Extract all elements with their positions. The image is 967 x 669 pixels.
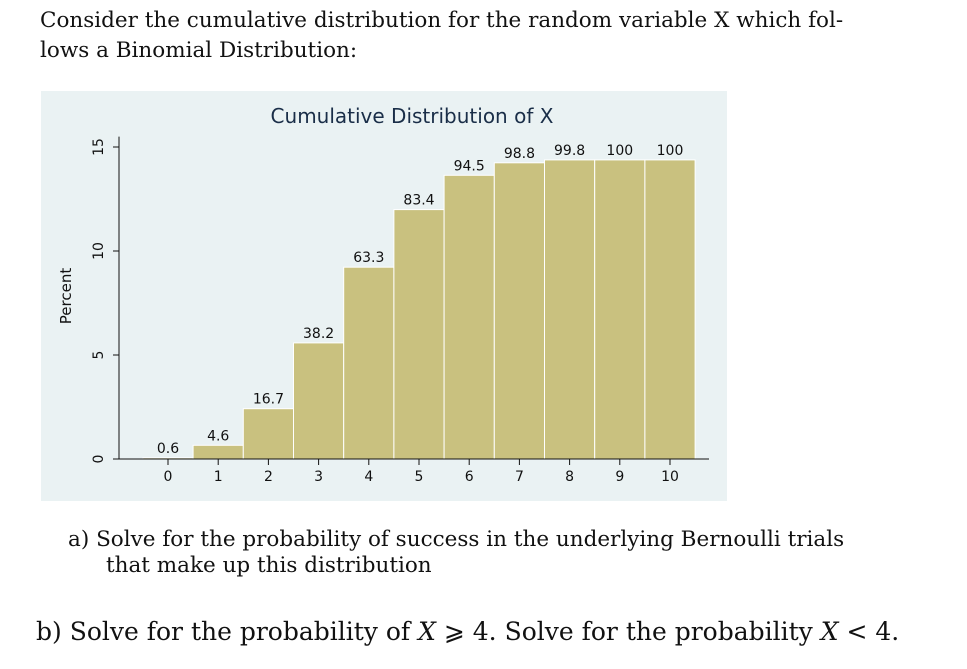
bar-9 <box>594 159 646 460</box>
value-label-10: 100 <box>657 143 684 159</box>
bar-3 <box>293 342 345 460</box>
bar-4 <box>343 266 395 460</box>
x-tick-label-10: 10 <box>661 469 679 485</box>
question-a: a) Solve for the probability of success … <box>68 527 928 579</box>
value-label-0: 0.6 <box>157 441 179 457</box>
y-tick-label-15: 15 <box>91 138 107 156</box>
intro-paragraph: Consider the cumulative distribution for… <box>40 6 940 66</box>
y-tick-label-0: 0 <box>91 455 107 464</box>
y-axis-label: Percent <box>57 268 75 325</box>
x-tick-label-9: 9 <box>615 469 624 485</box>
bar-8 <box>544 159 596 460</box>
x-tick-label-3: 3 <box>314 469 323 485</box>
value-labels-group: 0.6 4.6 16.7 38.2 63.3 83.4 94.5 98.8 99.8 100 100 <box>157 143 684 457</box>
y-axis: 0 5 10 15 <box>91 136 120 464</box>
value-label-9: 100 <box>606 143 633 159</box>
intro-line-2: lows a Binomial Distribution: <box>40 38 358 63</box>
x-tick-label-5: 5 <box>415 469 424 485</box>
value-label-7: 98.8 <box>504 146 535 162</box>
chart-svg: Cumulative Distribution of X Percent 0.6… <box>57 104 709 485</box>
x-tick-label-4: 4 <box>364 469 373 485</box>
x-tick-label-8: 8 <box>565 469 574 485</box>
question-b: b) Solve for the probability of X ⩾ 4. S… <box>36 617 956 647</box>
bar-6 <box>443 174 495 460</box>
chart-title: Cumulative Distribution of X <box>271 104 554 128</box>
x-tick-label-6: 6 <box>465 469 474 485</box>
x-tick-label-7: 7 <box>515 469 524 485</box>
intro-line-1: Consider the cumulative distribution for… <box>40 8 844 33</box>
cumulative-distribution-chart: Cumulative Distribution of X Percent 0.6… <box>41 91 727 501</box>
value-label-4: 63.3 <box>353 250 384 266</box>
value-label-3: 38.2 <box>303 326 334 342</box>
value-label-5: 83.4 <box>403 193 434 209</box>
x-tick-label-2: 2 <box>264 469 273 485</box>
question-b-label: b) <box>36 617 62 646</box>
x-tick-label-0: 0 <box>164 469 173 485</box>
question-b-variable-2: X <box>820 617 839 646</box>
bar-7 <box>493 162 545 460</box>
y-tick-label-10: 10 <box>91 242 107 260</box>
question-b-relation-1: ⩾ 4. Solve for the probability <box>435 617 821 646</box>
question-a-label: a) <box>68 527 90 552</box>
question-b-text-1: Solve for the probability of <box>69 617 419 646</box>
value-label-6: 94.5 <box>454 158 485 174</box>
bar-1 <box>192 444 244 460</box>
bars-group <box>142 159 696 460</box>
question-b-variable-1: X <box>418 617 436 646</box>
value-label-1: 4.6 <box>207 428 229 444</box>
question-b-relation-2: < 4. <box>838 617 900 646</box>
value-label-2: 16.7 <box>253 392 284 408</box>
x-tick-label-1: 1 <box>214 469 223 485</box>
value-label-8: 99.8 <box>554 143 585 159</box>
bar-2 <box>242 408 295 460</box>
question-a-line-1: Solve for the probability of success in … <box>96 527 845 552</box>
y-tick-label-5: 5 <box>91 351 107 360</box>
question-a-line-2: that make up this distribution <box>106 553 432 578</box>
x-axis: 0 1 2 3 4 5 6 7 8 9 10 <box>119 458 709 485</box>
bar-5 <box>393 209 445 460</box>
bar-10 <box>644 159 696 460</box>
